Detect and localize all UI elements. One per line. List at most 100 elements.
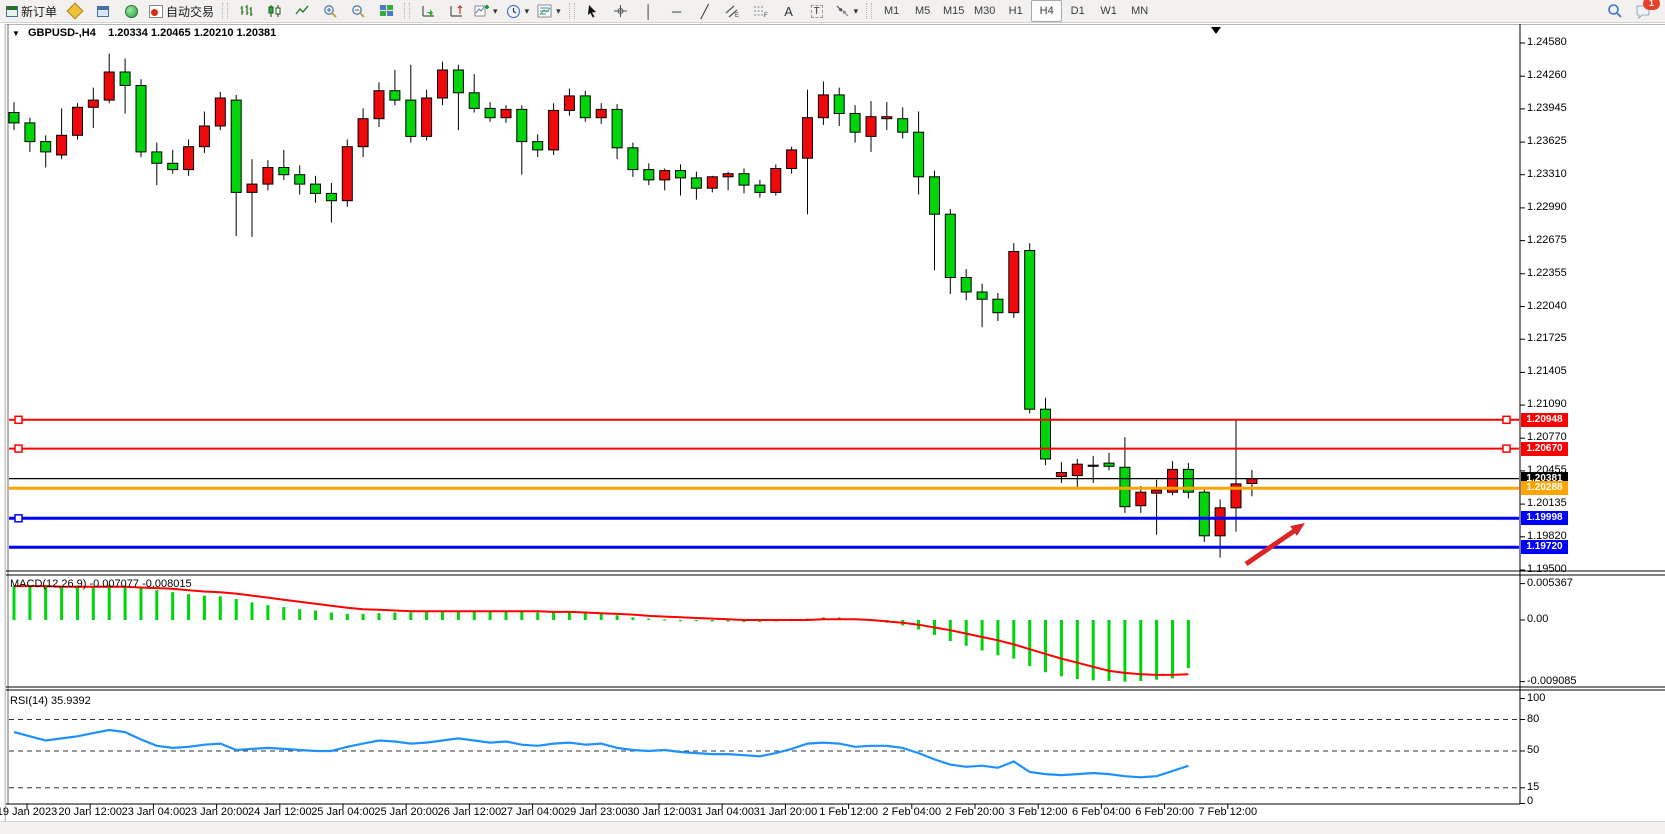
timeframe-h4-button[interactable]: H4 bbox=[1031, 0, 1063, 22]
price-axis-tick: 1.23625 bbox=[1527, 135, 1567, 148]
auto-scroll-icon bbox=[421, 6, 434, 17]
new-order-button[interactable]: 新订单 bbox=[2, 0, 61, 22]
macd-axis-tick: -0.009085 bbox=[1527, 674, 1577, 687]
timeframe-m15-button[interactable]: M15 bbox=[942, 5, 965, 17]
price-axis-tick: 1.24260 bbox=[1527, 69, 1567, 82]
price-tag: 1.19998 bbox=[1521, 511, 1568, 526]
bar-chart-button[interactable] bbox=[232, 0, 260, 22]
periods-button[interactable]: ▾ bbox=[502, 0, 534, 22]
last-bar-marker-icon bbox=[1211, 27, 1221, 34]
navigator-button[interactable] bbox=[117, 0, 145, 22]
equidistant-channel-icon: E bbox=[725, 5, 739, 18]
new-order-icon bbox=[6, 5, 18, 17]
indicators-icon bbox=[474, 5, 490, 17]
templates-button[interactable]: ▾ bbox=[533, 0, 565, 22]
chart-background[interactable] bbox=[5, 24, 1665, 821]
time-axis-label: 3 Feb 12:00 bbox=[1008, 806, 1068, 818]
price-axis-tick: 1.21090 bbox=[1527, 398, 1567, 411]
vertical-line-tool-button[interactable]: │ bbox=[635, 0, 663, 22]
timeframe-d1-button[interactable]: D1 bbox=[1070, 5, 1085, 17]
candlestick-chart-icon bbox=[268, 5, 281, 17]
text-label-tool-button[interactable]: T bbox=[803, 0, 831, 22]
toolbar-grip bbox=[866, 3, 873, 19]
macd-axis-tick: 0.005367 bbox=[1527, 576, 1573, 589]
horizontal-line-tool-button[interactable]: ─ bbox=[663, 0, 691, 22]
timeframe-m5-button[interactable]: M5 bbox=[915, 5, 931, 17]
zoom-out-button[interactable] bbox=[344, 0, 372, 22]
bar-chart-icon bbox=[240, 5, 253, 16]
crosshair-tool-button[interactable] bbox=[607, 0, 635, 22]
line-handle[interactable] bbox=[14, 514, 23, 523]
price-axis-tick: 1.19500 bbox=[1527, 563, 1567, 575]
fibonacci-icon: F bbox=[754, 6, 768, 18]
search-icon bbox=[1608, 4, 1622, 18]
timeframe-m1-button[interactable]: M1 bbox=[884, 5, 900, 17]
toolbar-grip bbox=[222, 3, 229, 19]
search-button[interactable] bbox=[1601, 0, 1629, 22]
time-axis-label: 27 Jan 04:00 bbox=[500, 806, 565, 818]
notifications-button[interactable]: 1 bbox=[1629, 0, 1660, 22]
timeframe-mn-button[interactable]: MN bbox=[1131, 5, 1149, 17]
zoom-in-button[interactable] bbox=[316, 0, 344, 22]
arrow-annotation[interactable] bbox=[1244, 523, 1305, 567]
arrows-tool-button[interactable]: ▾ bbox=[831, 0, 863, 22]
tile-windows-button[interactable] bbox=[372, 0, 400, 22]
tile-windows-icon bbox=[379, 5, 393, 16]
time-axis-label: 31 Jan 20:00 bbox=[753, 806, 818, 818]
timeframe-m30-button[interactable]: M30 bbox=[973, 5, 996, 17]
fibonacci-tool-button[interactable]: F bbox=[747, 0, 775, 22]
chart-shift-button[interactable] bbox=[442, 0, 470, 22]
time-axis-label: 7 Feb 12:00 bbox=[1198, 806, 1258, 818]
auto-trading-label: 自动交易 bbox=[166, 4, 215, 19]
macd-indicator-label: MACD(12,26,9) -0.007077 -0.008015 bbox=[10, 578, 192, 590]
data-window-button[interactable] bbox=[89, 0, 117, 22]
candlestick-chart-button[interactable] bbox=[260, 0, 288, 22]
chart-ohlc-values: 1.20334 1.20465 1.20210 1.20381 bbox=[108, 27, 277, 39]
toolbar-grip bbox=[568, 3, 575, 19]
time-axis-label: 29 Jan 23:00 bbox=[563, 806, 628, 818]
crosshair-icon bbox=[614, 5, 628, 17]
line-chart-button[interactable] bbox=[288, 0, 316, 22]
zoom-in-icon bbox=[323, 4, 337, 18]
templates-dropdown-caret: ▾ bbox=[556, 5, 561, 16]
time-axis-label: 19 Jan 2023 bbox=[0, 806, 58, 818]
line-handle[interactable] bbox=[14, 415, 23, 425]
macd-axis-tick: 0.00 bbox=[1527, 613, 1549, 625]
clock-icon bbox=[506, 4, 520, 18]
periods-dropdown-caret: ▾ bbox=[524, 5, 530, 16]
line-handle[interactable] bbox=[1502, 444, 1511, 453]
rsi-axis-tick: 0 bbox=[1527, 794, 1534, 807]
timeframe-w1-button[interactable]: W1 bbox=[1100, 5, 1117, 17]
zoom-out-icon bbox=[351, 4, 365, 18]
price-axis-tick: 1.22355 bbox=[1527, 266, 1567, 279]
collapse-triangle-icon[interactable]: ▼ bbox=[12, 29, 20, 38]
auto-scroll-button[interactable] bbox=[414, 0, 442, 22]
indicators-button[interactable]: ▾ bbox=[470, 0, 502, 22]
cursor-tool-button[interactable] bbox=[579, 0, 607, 22]
price-tag: 1.20948 bbox=[1521, 412, 1568, 427]
text-tool-button[interactable]: A bbox=[775, 0, 803, 22]
line-handle[interactable] bbox=[1502, 415, 1511, 425]
timeframe-h1-button[interactable]: H1 bbox=[1008, 5, 1023, 17]
macd-signal-line bbox=[14, 585, 1189, 676]
price-axis-tick: 1.21725 bbox=[1527, 332, 1567, 345]
market-watch-button[interactable] bbox=[61, 0, 89, 22]
text-label-icon: T bbox=[810, 4, 823, 18]
horizontal-line-icon: ─ bbox=[672, 3, 682, 19]
time-axis-label: 30 Jan 12:00 bbox=[627, 806, 691, 818]
data-window-icon bbox=[97, 5, 110, 17]
channel-tool-button[interactable]: E bbox=[719, 0, 747, 22]
time-axis-label: 25 Jan 04:00 bbox=[311, 806, 375, 818]
arrow-objects-icon bbox=[836, 5, 849, 17]
time-axis-label: 25 Jan 20:00 bbox=[374, 806, 438, 818]
new-order-label: 新订单 bbox=[21, 4, 58, 19]
auto-trading-icon bbox=[149, 4, 164, 18]
line-handle[interactable] bbox=[14, 444, 23, 453]
navigator-icon bbox=[124, 4, 138, 18]
auto-trading-button[interactable]: 自动交易 bbox=[145, 0, 218, 22]
trendline-tool-button[interactable]: ╱ bbox=[691, 0, 719, 22]
time-axis-label: 31 Jan 04:00 bbox=[690, 806, 754, 818]
rsi-axis-tick: 100 bbox=[1527, 691, 1546, 704]
rsi-axis-tick: 15 bbox=[1527, 780, 1540, 793]
